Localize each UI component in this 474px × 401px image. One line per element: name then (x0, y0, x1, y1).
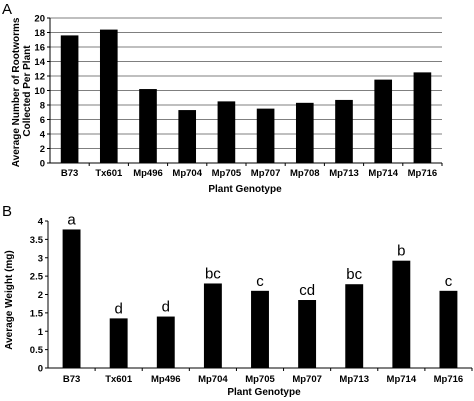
chart-panel-a: 0 2 4 6 8 10 12 14 16 18 20 B73 Tx601 Mp496 Mp704 Mp70… (11, 14, 443, 195)
y-tick-label: 10 (34, 86, 45, 97)
x-tick-label: Mp704 (198, 374, 228, 385)
panel-b-y-axis-title: Average Weight (mg) (4, 250, 15, 349)
y-tick-label: 3 (38, 253, 43, 264)
y-tick-label: 2.5 (30, 272, 44, 283)
x-tick-label: B73 (61, 168, 78, 179)
bar-mp707 (256, 108, 275, 163)
x-tick-label: Mp496 (133, 168, 163, 179)
panel-a-x-ticks: B73 Tx601 Mp496 Mp704 Mp705 Mp707 Mp708 Mp713 Mp… (61, 163, 443, 179)
panel-b-y-ticks: 0 0.5 1 1.5 2 2.5 3 3.5 4 (30, 217, 48, 375)
significance-label: bc (346, 266, 362, 283)
x-tick-label: Tx601 (95, 168, 123, 179)
bar-mp705 (251, 290, 269, 368)
panel-a-y-axis-title: Average Number of Rootworms Collected Pe… (11, 15, 33, 167)
panel-a-x-axis-title: Plant Genotype (208, 184, 282, 195)
panel-b-axes (47, 221, 472, 369)
y-tick-label: 14 (34, 57, 45, 68)
significance-label: bc (205, 265, 221, 282)
bar-mp704 (203, 283, 222, 368)
significance-label: d (162, 299, 170, 316)
bar-mp496 (156, 316, 175, 368)
y-tick-label: 0 (38, 364, 43, 375)
panel-b-x-axis-title: Plant Genotype (227, 387, 301, 398)
bar-mp713 (335, 99, 353, 163)
panel-b-bars (62, 229, 458, 368)
x-tick-label: Mp707 (251, 168, 281, 179)
bar-b73 (62, 229, 81, 368)
bar-mp704 (178, 110, 197, 163)
y-tick-label: 1 (38, 327, 44, 338)
panel-a-y-axis-title-line-1: Average Number of Rootworms (11, 17, 22, 167)
x-tick-label: Mp713 (339, 374, 369, 385)
significance-label: c (256, 273, 264, 290)
y-tick-label: 8 (40, 101, 45, 112)
x-tick-label: Mp707 (292, 374, 322, 385)
y-tick-label: 0 (40, 159, 45, 170)
y-tick-label: 4 (38, 217, 44, 228)
bar-mp716 (413, 72, 432, 163)
x-tick-label: Mp708 (290, 168, 320, 179)
significance-label: a (67, 211, 76, 228)
y-tick-label: 3.5 (30, 235, 44, 246)
y-tick-label: 4 (40, 130, 46, 141)
bar-tx601 (99, 29, 118, 163)
x-tick-label: Mp496 (151, 374, 181, 385)
x-tick-label: Mp704 (172, 168, 202, 179)
y-tick-label: 20 (34, 14, 45, 25)
x-tick-label: Mp705 (212, 168, 242, 179)
x-tick-label: Mp705 (245, 374, 275, 385)
bar-mp707 (298, 300, 317, 368)
significance-label: d (114, 300, 122, 317)
bar-mp714 (392, 260, 411, 368)
y-tick-label: 1.5 (30, 308, 44, 319)
bar-mp714 (374, 79, 393, 163)
bar-mp716 (439, 290, 458, 368)
x-tick-label: Mp714 (368, 168, 398, 179)
bar-mp705 (217, 101, 236, 163)
panel-a-axes (49, 18, 442, 164)
x-tick-label: Mp716 (408, 168, 438, 179)
bar-mp713 (345, 284, 364, 368)
y-tick-label: 18 (34, 28, 45, 39)
significance-label: b (397, 243, 405, 260)
y-tick-label: 2 (38, 290, 43, 301)
panel-a-y-axis-title-line-2: Collected Per Plant (22, 45, 33, 137)
x-tick-label: B73 (63, 374, 80, 385)
x-tick-label: Mp716 (434, 374, 464, 385)
significance-label: c (445, 273, 453, 290)
y-tick-label: 6 (40, 115, 45, 126)
y-tick-label: 12 (34, 72, 45, 83)
x-tick-label: Mp713 (329, 168, 359, 179)
y-tick-label: 0.5 (30, 345, 44, 356)
bar-mp496 (139, 89, 157, 163)
y-tick-label: 16 (34, 43, 45, 54)
panel-a-letter: A (2, 1, 12, 18)
x-tick-label: Tx601 (105, 374, 133, 385)
panel-b-x-ticks: B73 Tx601 Mp496 Mp704 Mp705 Mp707 Mp713 Mp714 Mp… (63, 368, 473, 385)
y-tick-label: 2 (40, 144, 45, 155)
panel-b-letter: B (2, 203, 12, 220)
bar-mp708 (295, 102, 314, 163)
x-tick-label: Mp714 (387, 374, 417, 385)
significance-label: cd (299, 282, 315, 299)
bar-tx601 (109, 318, 128, 368)
bar-b73 (60, 35, 79, 163)
panel-a-y-ticks: 0 2 4 6 8 10 12 14 16 18 20 (34, 14, 50, 170)
panel-a-bars (60, 29, 432, 163)
